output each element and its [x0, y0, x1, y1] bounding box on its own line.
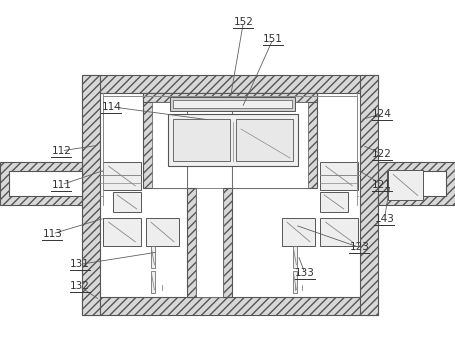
Bar: [387, 171, 446, 196]
Text: 151: 151: [263, 34, 283, 44]
Bar: [173, 119, 230, 161]
Bar: [236, 119, 293, 161]
Bar: [82, 75, 378, 93]
Bar: [168, 114, 298, 166]
Bar: [320, 218, 358, 246]
Bar: [388, 170, 423, 200]
Bar: [151, 271, 155, 293]
Text: 121: 121: [372, 180, 392, 190]
Bar: [282, 218, 315, 246]
Text: 111: 111: [51, 180, 71, 190]
Bar: [143, 93, 317, 102]
Text: 123: 123: [349, 242, 369, 253]
Bar: [103, 162, 141, 190]
Bar: [103, 218, 141, 246]
Bar: [320, 162, 358, 190]
Bar: [293, 246, 297, 268]
Text: 131: 131: [70, 259, 90, 270]
Bar: [143, 93, 187, 188]
Bar: [187, 188, 196, 297]
Text: 133: 133: [295, 268, 315, 278]
Bar: [293, 271, 297, 293]
Bar: [152, 102, 187, 188]
Bar: [320, 192, 348, 212]
Text: 112: 112: [51, 146, 71, 156]
Text: 113: 113: [42, 229, 62, 239]
Bar: [378, 162, 455, 205]
Text: 122: 122: [372, 149, 392, 159]
Bar: [146, 218, 179, 246]
Text: 132: 132: [70, 281, 90, 292]
Bar: [196, 188, 223, 297]
Bar: [223, 188, 232, 297]
Bar: [360, 75, 378, 315]
Bar: [232, 93, 317, 188]
Text: 114: 114: [101, 102, 121, 112]
Bar: [113, 192, 141, 212]
Bar: [9, 171, 82, 196]
Bar: [232, 102, 308, 188]
Bar: [0, 162, 82, 205]
Text: 124: 124: [372, 108, 392, 119]
Bar: [173, 100, 292, 108]
Bar: [82, 297, 378, 315]
Text: 152: 152: [233, 17, 253, 27]
Bar: [151, 246, 155, 268]
Bar: [170, 97, 295, 111]
Bar: [82, 75, 100, 315]
Text: 143: 143: [374, 214, 394, 224]
